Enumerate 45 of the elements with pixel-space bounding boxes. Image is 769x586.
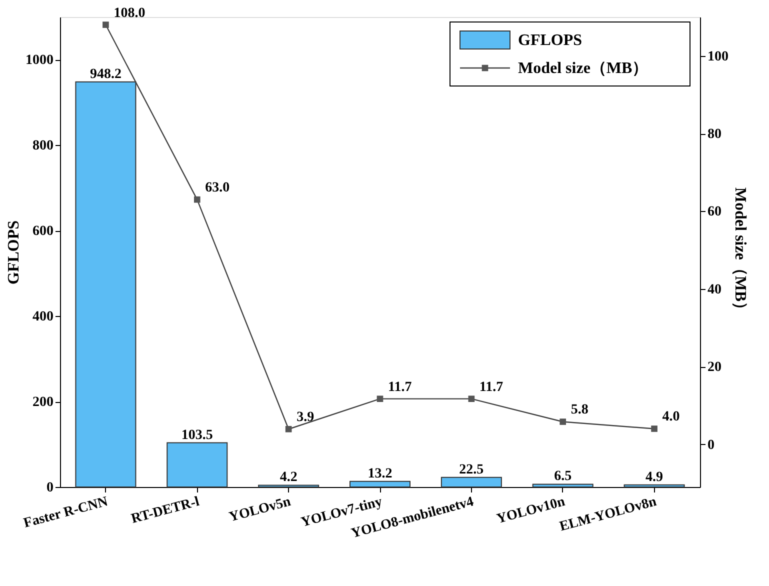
x-tick-label: Faster R-CNN: [22, 494, 110, 532]
point: [285, 426, 292, 432]
data-label: 6.5: [554, 469, 572, 484]
y-tick-label: 1000: [26, 53, 54, 68]
y-tick-label: 600: [32, 224, 54, 240]
y-tick-label: 800: [32, 138, 54, 154]
data-label: 4.2: [280, 470, 298, 486]
data-label: 11.7: [388, 380, 412, 395]
y-axis-title: GFLOPS: [6, 220, 22, 285]
bar: [166, 442, 228, 488]
y2-axis-title: Model size（MB）: [732, 187, 748, 318]
bar: [532, 484, 594, 488]
bar: [350, 480, 410, 488]
point: [194, 196, 200, 203]
y-tick-label: 400: [32, 310, 54, 325]
point: [560, 418, 566, 425]
y2-tick-label: 60: [708, 204, 722, 220]
data-label: 948.2: [90, 66, 122, 82]
data-label: 63.0: [205, 180, 230, 196]
point: [651, 426, 658, 432]
data-label: 11.7: [479, 380, 504, 395]
bar: [440, 476, 502, 488]
y-tick-label: 200: [32, 395, 54, 410]
bar: [624, 484, 685, 488]
data-label: 13.2: [368, 466, 392, 482]
data-label: 108.0: [114, 6, 146, 21]
y2-tick-label: 100: [708, 49, 728, 64]
data-label: 3.9: [296, 410, 314, 426]
legend-label: Model size（MB）: [518, 60, 648, 77]
legend-label: GFLOPS: [518, 32, 582, 49]
data-label: 4.9: [646, 470, 664, 485]
data-label: 103.5: [181, 428, 213, 443]
y2-tick-label: 0: [708, 438, 714, 453]
data-label: 4.0: [662, 410, 680, 425]
data-label: 5.8: [570, 402, 588, 418]
y2-tick-label: 20: [708, 360, 722, 376]
y-tick-label: 0: [46, 480, 54, 496]
point: [376, 396, 384, 402]
y2-tick-label: 40: [708, 282, 722, 298]
x-tick-label: YOLOv5n: [228, 494, 293, 526]
y2-tick-label: 80: [708, 127, 722, 142]
bar: [75, 81, 136, 488]
point: [102, 22, 109, 28]
point: [468, 396, 475, 402]
data-label: 22.5: [459, 462, 484, 478]
